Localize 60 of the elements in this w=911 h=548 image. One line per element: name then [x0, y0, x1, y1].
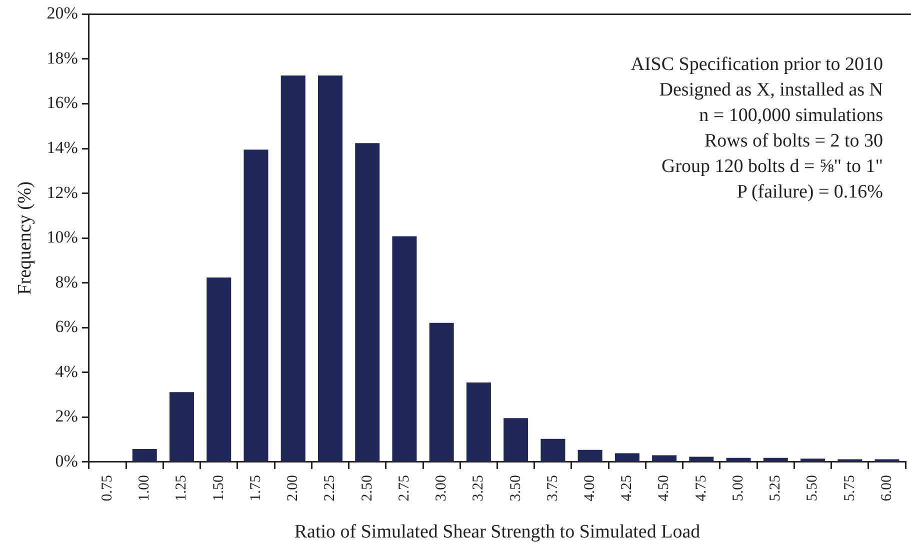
y-tick-label: 18%: [46, 48, 78, 68]
x-tick-label: 1.50: [210, 474, 227, 502]
x-tick-label: 2.25: [322, 474, 338, 502]
x-tick-label: 4.00: [582, 474, 598, 502]
x-tick-label: 5.00: [730, 474, 746, 502]
x-tick-label: 1.00: [136, 474, 153, 502]
bar: [540, 438, 566, 462]
x-tick-label: 4.50: [656, 474, 672, 502]
annotation: Rows of bolts = 2 to 30: [704, 130, 883, 152]
x-tick-label: 5.50: [804, 474, 821, 502]
x-tick-label: 2.50: [359, 474, 376, 502]
bar: [170, 392, 194, 462]
annotation: n = 100,000 simulations: [699, 105, 883, 126]
annotation: AISC Specification prior to 2010: [630, 54, 883, 75]
bar: [280, 76, 306, 462]
bar: [392, 236, 417, 462]
y-tick-label: 0%: [55, 451, 78, 470]
bar: [244, 150, 268, 462]
bar: [466, 382, 491, 462]
bar: [689, 456, 714, 462]
bar: [578, 450, 602, 462]
y-axis-title: Frequency (%): [14, 181, 36, 295]
y-tick-label: 6%: [55, 317, 78, 336]
y-tick-label: 20%: [46, 4, 78, 23]
y-tick-label: 16%: [46, 93, 78, 112]
bar: [614, 453, 640, 462]
bar: [318, 76, 342, 462]
x-tick-label: 4.25: [619, 474, 636, 502]
x-tick-label: 5.75: [842, 474, 858, 502]
x-tick-label: 1.25: [174, 474, 190, 502]
bar: [726, 458, 751, 462]
y-tick-label: 14%: [46, 138, 78, 157]
bar: [763, 458, 788, 462]
x-tick-label: 3.00: [434, 474, 450, 502]
annotation: Designed as X, installed as N: [659, 80, 884, 100]
x-tick-label: 4.75: [693, 474, 710, 502]
x-tick-label: 3.75: [544, 474, 561, 502]
y-tick-label: 10%: [46, 228, 78, 247]
x-tick-label: 1.75: [248, 474, 264, 502]
x-tick-label: 2.75: [396, 474, 412, 502]
x-tick-label: 6.00: [878, 474, 895, 502]
bar: [132, 448, 157, 462]
x-tick-label: 5.25: [768, 474, 784, 502]
x-tick-label: 0.75: [99, 474, 116, 502]
bar: [429, 322, 454, 462]
annotation: Group 120 bolts d = ⅝" to 1": [661, 156, 883, 177]
bar: [800, 458, 826, 462]
x-tick-label: 3.50: [508, 474, 524, 502]
y-tick-label: 12%: [46, 182, 78, 202]
y-tick-label: 4%: [55, 362, 78, 381]
y-tick-label: 8%: [55, 272, 78, 292]
bar: [504, 418, 528, 462]
bar: [355, 143, 380, 462]
annotation: P (failure) = 0.16%: [736, 182, 884, 202]
bar: [206, 277, 232, 462]
y-tick-label: 2%: [55, 406, 78, 426]
bar: [652, 455, 677, 462]
x-axis-title: Ratio of Simulated Shear Strength to Simulated Load: [294, 522, 701, 543]
x-tick-label: 3.25: [470, 474, 487, 502]
x-tick-label: 2.00: [285, 474, 302, 502]
